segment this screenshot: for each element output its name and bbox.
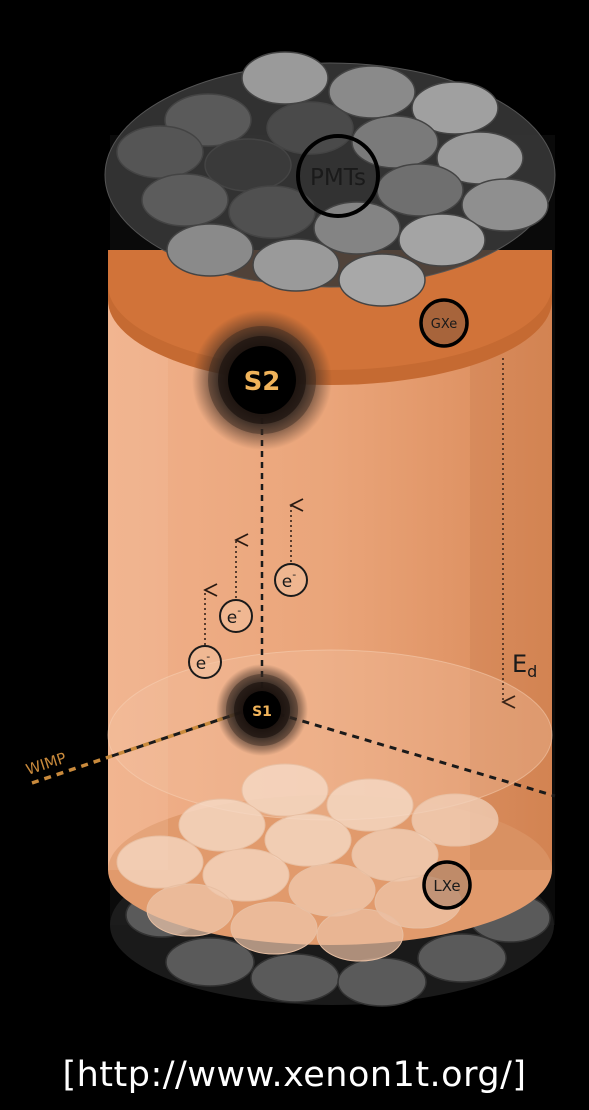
- top-pmt-array: [116, 51, 549, 307]
- drift-field-label: Ed: [512, 650, 537, 681]
- electron-2: e-: [219, 540, 253, 633]
- lxe-label-group: LXe: [422, 860, 472, 910]
- pmts-label: PMTs: [310, 165, 366, 191]
- gxe-label-group: GXe: [419, 298, 469, 348]
- drift-field-arrow: Ed: [503, 358, 537, 702]
- electron-3-label: e-: [282, 568, 296, 592]
- bottom-pmt-array: [116, 763, 499, 962]
- electron-3: e-: [274, 505, 308, 597]
- source-caption: [http://www.xenon1t.org/]: [62, 1055, 527, 1095]
- pmts-label-group: PMTs: [296, 134, 380, 218]
- s1-signal: S1: [216, 664, 308, 756]
- detector-diagram: PMTs GXe LXe Ed WIMP e- e- e-: [24, 51, 556, 1007]
- s2-label: S2: [244, 367, 281, 397]
- s2-signal: S2: [192, 310, 332, 450]
- lxe-label: LXe: [433, 877, 460, 895]
- gxe-label: GXe: [431, 317, 457, 332]
- s1-label: S1: [252, 704, 272, 720]
- electron-1-label: e-: [196, 650, 210, 674]
- electron-1: e-: [188, 590, 222, 679]
- electron-2-label: e-: [227, 604, 241, 628]
